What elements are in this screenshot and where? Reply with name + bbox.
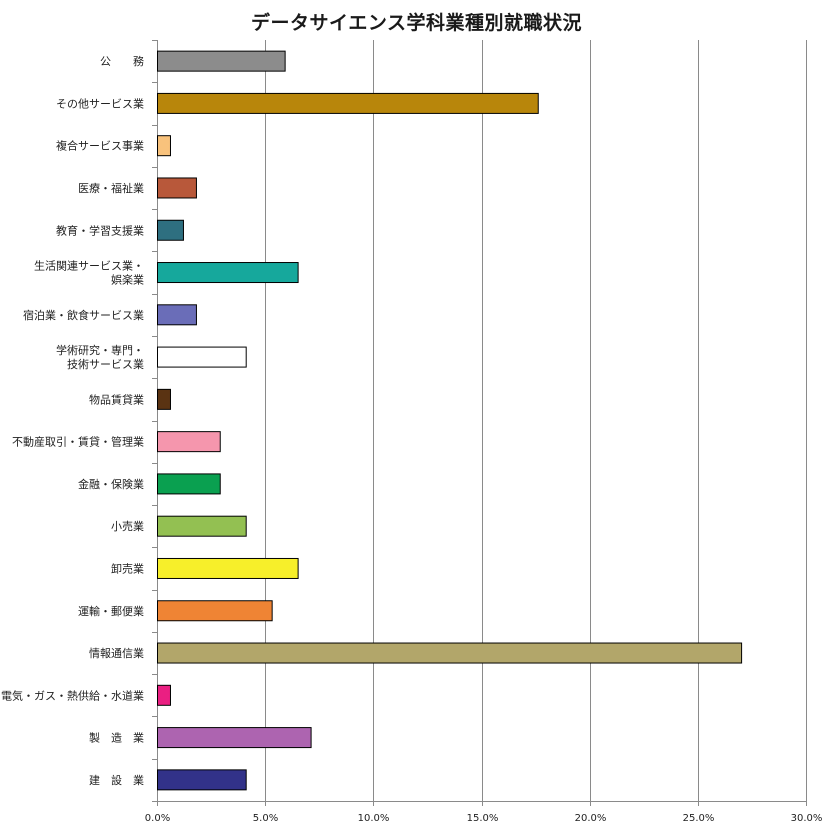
bar bbox=[157, 388, 171, 410]
category-label: 金融・保険業 bbox=[78, 477, 144, 491]
bar bbox=[157, 642, 743, 664]
category-label: 医療・福祉業 bbox=[78, 181, 144, 195]
bar bbox=[157, 557, 299, 579]
x-tick-label: 0.0% bbox=[145, 813, 170, 824]
bar bbox=[157, 431, 221, 453]
x-tick-label: 25.0% bbox=[683, 813, 715, 824]
x-tick-label: 15.0% bbox=[467, 813, 499, 824]
category-label: その他サービス業 bbox=[56, 97, 144, 110]
category-label: 情報通信業 bbox=[89, 647, 144, 660]
bar bbox=[157, 727, 312, 749]
bar bbox=[157, 262, 299, 284]
bar bbox=[157, 515, 247, 537]
category-label: 技術サービス業 bbox=[67, 358, 144, 371]
category-label: 宿泊業・飲食サービス業 bbox=[23, 308, 144, 322]
category-label: 教育・学習支援業 bbox=[56, 223, 144, 237]
bar bbox=[157, 219, 184, 241]
bar bbox=[157, 684, 171, 706]
category-label: 運輸・郵便業 bbox=[78, 604, 144, 618]
x-tick-label: 10.0% bbox=[358, 813, 390, 824]
bar bbox=[157, 769, 247, 791]
category-label: 生活関連サービス業・ bbox=[34, 259, 144, 273]
bar bbox=[157, 304, 197, 326]
category-label: 複合サービス事業 bbox=[56, 139, 144, 153]
category-label: 娯楽業 bbox=[111, 273, 144, 287]
category-label: 学術研究・専門・ bbox=[56, 343, 144, 357]
x-tick-label: 30.0% bbox=[791, 813, 823, 824]
category-label: 物品賃貸業 bbox=[89, 392, 144, 406]
bar bbox=[157, 135, 171, 157]
bar bbox=[157, 92, 539, 114]
x-tick-label: 5.0% bbox=[253, 813, 278, 824]
chart-title: データサイエンス学科業種別就職状況 bbox=[251, 12, 582, 34]
bar bbox=[157, 177, 197, 199]
category-label: 電気・ガス・熱供給・水道業 bbox=[1, 688, 144, 702]
category-label: 建 設 業 bbox=[89, 773, 144, 787]
category-label: 製 造 業 bbox=[89, 731, 144, 745]
bar bbox=[157, 600, 273, 622]
category-label: 小売業 bbox=[111, 520, 144, 533]
x-tick-label: 20.0% bbox=[575, 813, 607, 824]
bar bbox=[157, 346, 247, 368]
bar bbox=[157, 50, 286, 72]
bar bbox=[157, 473, 221, 495]
category-label: 公 務 bbox=[100, 54, 144, 68]
category-label: 卸売業 bbox=[111, 561, 144, 575]
category-label: 不動産取引・賃貸・管理業 bbox=[12, 435, 144, 449]
